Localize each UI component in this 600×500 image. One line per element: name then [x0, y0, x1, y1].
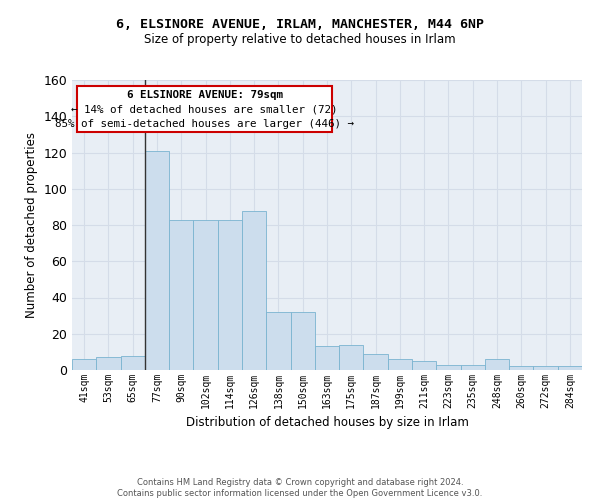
Text: Contains HM Land Registry data © Crown copyright and database right 2024.
Contai: Contains HM Land Registry data © Crown c…: [118, 478, 482, 498]
Bar: [412, 361, 436, 370]
Y-axis label: Number of detached properties: Number of detached properties: [25, 132, 38, 318]
Text: 85% of semi-detached houses are larger (446) →: 85% of semi-detached houses are larger (…: [55, 119, 354, 129]
Text: 6 ELSINORE AVENUE: 79sqm: 6 ELSINORE AVENUE: 79sqm: [127, 90, 283, 100]
Bar: [339, 344, 364, 370]
Text: ← 14% of detached houses are smaller (72): ← 14% of detached houses are smaller (72…: [71, 104, 338, 115]
Bar: [72, 359, 96, 370]
Bar: [436, 364, 461, 370]
Text: 6, ELSINORE AVENUE, IRLAM, MANCHESTER, M44 6NP: 6, ELSINORE AVENUE, IRLAM, MANCHESTER, M…: [116, 18, 484, 30]
X-axis label: Distribution of detached houses by size in Irlam: Distribution of detached houses by size …: [185, 416, 469, 430]
FancyBboxPatch shape: [77, 86, 332, 132]
Bar: [461, 364, 485, 370]
Bar: [121, 356, 145, 370]
Bar: [96, 358, 121, 370]
Bar: [509, 366, 533, 370]
Bar: [169, 220, 193, 370]
Bar: [193, 220, 218, 370]
Bar: [218, 220, 242, 370]
Bar: [485, 359, 509, 370]
Bar: [364, 354, 388, 370]
Bar: [242, 210, 266, 370]
Bar: [290, 312, 315, 370]
Bar: [145, 150, 169, 370]
Bar: [558, 366, 582, 370]
Bar: [315, 346, 339, 370]
Bar: [388, 359, 412, 370]
Bar: [533, 366, 558, 370]
Text: Size of property relative to detached houses in Irlam: Size of property relative to detached ho…: [144, 32, 456, 46]
Bar: [266, 312, 290, 370]
